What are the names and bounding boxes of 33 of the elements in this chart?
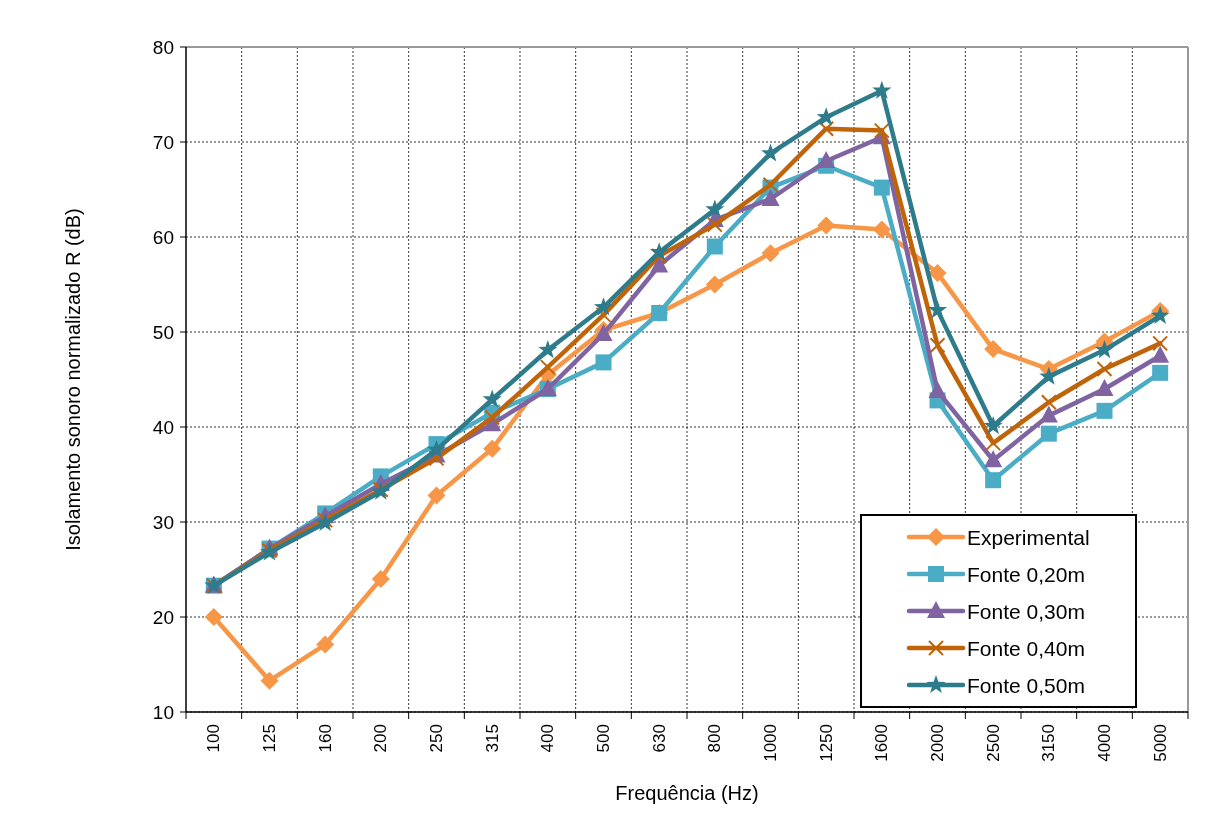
legend-label: Experimental <box>967 525 1090 549</box>
legend-label: Fonte 0,20m <box>967 562 1085 586</box>
x-tick-label: 5000 <box>1150 724 1170 762</box>
x-axis-title: Frequência (Hz) <box>615 782 759 804</box>
x-tick-label: 2500 <box>983 724 1003 762</box>
x-tick-label: 500 <box>594 724 613 753</box>
y-tick-label: 70 <box>152 131 174 153</box>
y-tick-label: 50 <box>152 321 174 343</box>
y-tick-label: 10 <box>152 701 174 723</box>
x-tick-label: 100 <box>204 724 224 753</box>
x-tick-label: 800 <box>705 724 725 753</box>
x-tick-label: 250 <box>427 724 446 753</box>
x-tick-label: 1250 <box>816 724 836 762</box>
x-tick-label: 4000 <box>1095 724 1114 762</box>
x-tick-label: 1600 <box>872 724 892 762</box>
y-tick-label: 20 <box>152 606 174 628</box>
x-tick-label: 1000 <box>761 724 780 762</box>
legend-label: Fonte 0,50m <box>967 673 1085 697</box>
x-tick-label: 630 <box>649 724 669 753</box>
x-tick-label: 160 <box>315 724 335 753</box>
x-tick-label: 200 <box>371 724 391 753</box>
y-tick-label: 30 <box>152 511 174 533</box>
legend-label: Fonte 0,40m <box>967 636 1085 660</box>
x-tick-label: 315 <box>482 724 502 753</box>
x-tick-label: 125 <box>260 724 279 753</box>
y-tick-label: 60 <box>152 226 174 248</box>
legend-label: Fonte 0,30m <box>967 599 1085 623</box>
y-tick-label: 40 <box>152 416 174 438</box>
x-tick-label: 2000 <box>928 724 947 762</box>
y-tick-label: 80 <box>152 36 174 58</box>
x-tick-label: 400 <box>538 724 558 753</box>
y-axis-title: Isolamento sonoro normalizado R (dB) <box>62 208 84 551</box>
x-tick-label: 3150 <box>1039 724 1059 762</box>
